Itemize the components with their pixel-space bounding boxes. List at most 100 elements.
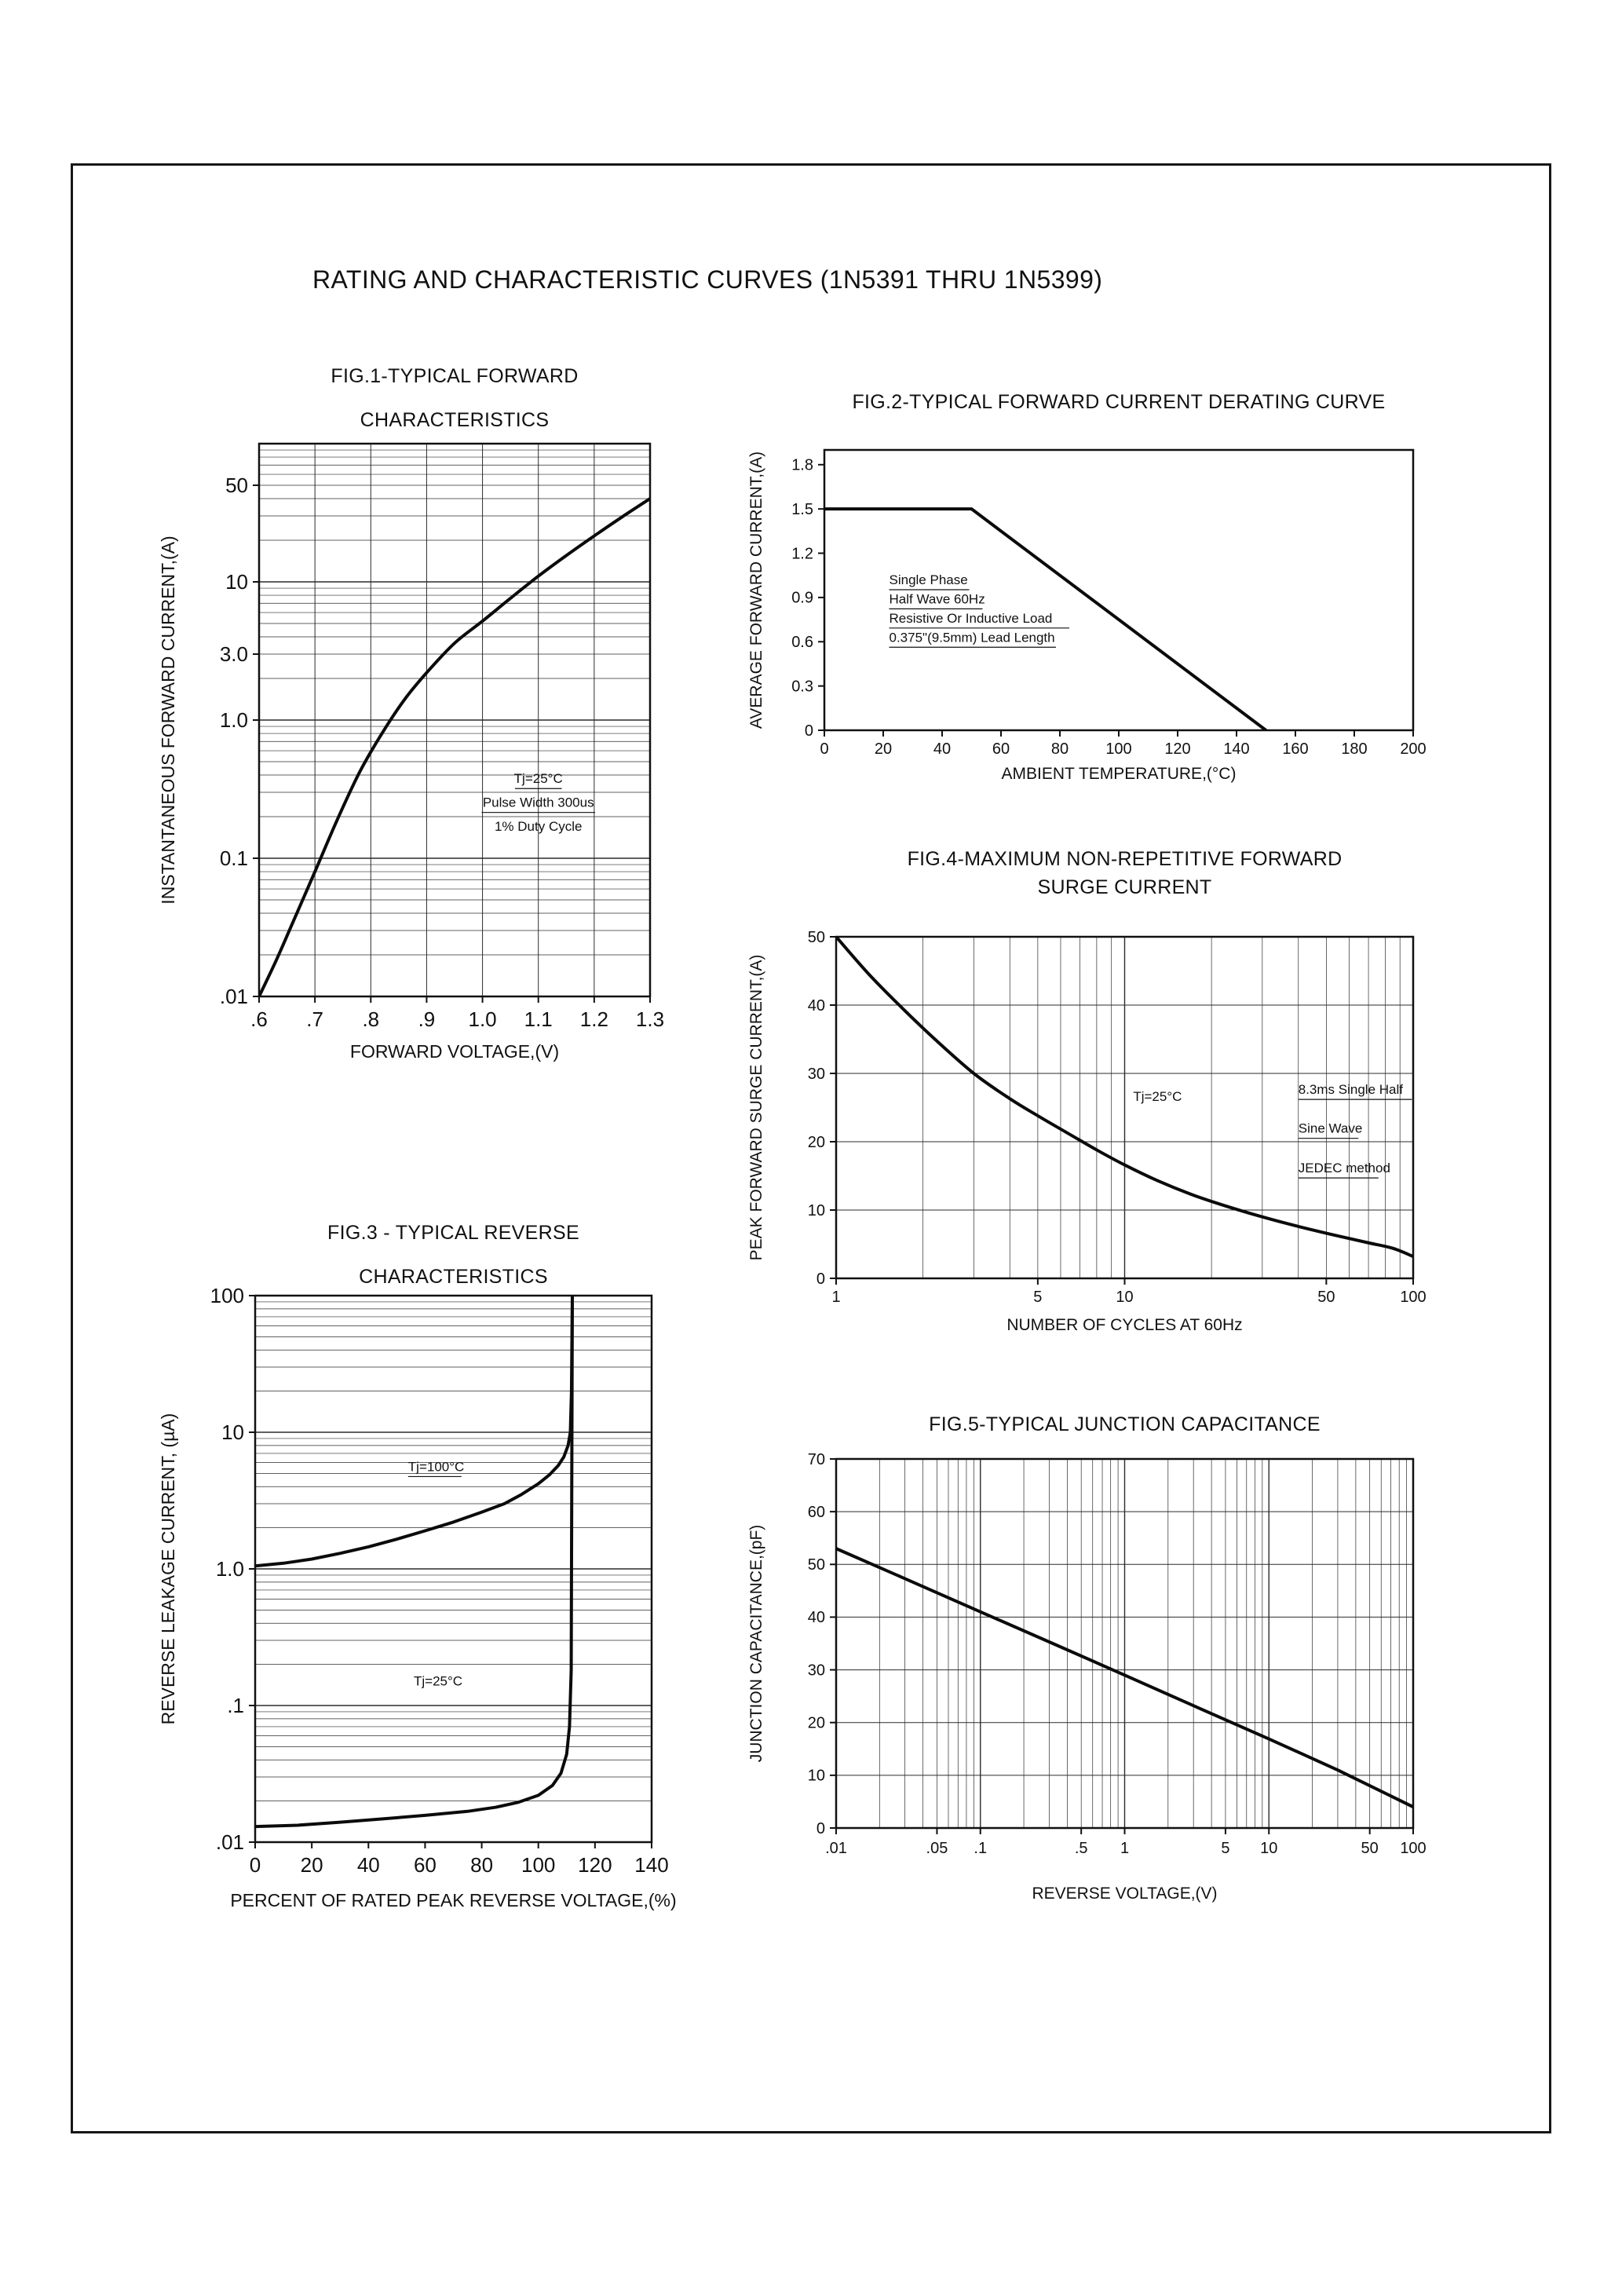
x-tick-label: .7 bbox=[306, 1007, 323, 1031]
x-axis-label: PERCENT OF RATED PEAK REVERSE VOLTAGE,(%… bbox=[230, 1890, 676, 1910]
x-tick-label: 140 bbox=[634, 1853, 668, 1877]
y-tick-label: 0.3 bbox=[791, 678, 813, 695]
x-tick-label: .5 bbox=[1075, 1840, 1088, 1857]
fig3-title-line2: CHARACTERISTICS bbox=[359, 1266, 548, 1288]
fig1-title-line2: CHARACTERISTICS bbox=[360, 409, 550, 431]
x-tick-label: 10 bbox=[1260, 1840, 1277, 1857]
x-tick-label: 80 bbox=[1051, 740, 1069, 758]
fig1-plot-area: .6 .7 .8 .9 1.0 1.1 1.2 1.3 50 10 3.0 1.0 0.1 .01 Tj=2… bbox=[158, 442, 664, 1062]
x-tick-label: 160 bbox=[1282, 740, 1308, 758]
x-axis-label: AMBIENT TEMPERATURE,(°C) bbox=[1002, 765, 1237, 783]
series-reverse-leakage-tj100 bbox=[255, 1296, 574, 1568]
series-junction-capacitance bbox=[836, 1547, 1413, 1809]
x-tick-label: 100 bbox=[521, 1853, 555, 1877]
y-tick-label: 40 bbox=[808, 1609, 825, 1626]
annotation: Tj=25°C bbox=[514, 771, 563, 786]
y-axis-label: PEAK FORWARD SURGE CURRENT,(A) bbox=[747, 955, 765, 1261]
y-tick-label: 3.0 bbox=[220, 642, 248, 666]
grid bbox=[255, 1301, 652, 1801]
fig3-title-line1: FIG.3 - TYPICAL REVERSE bbox=[327, 1222, 579, 1244]
x-tick-label: 0 bbox=[820, 740, 828, 758]
y-axis-label: JUNCTION CAPACITANCE,(pF) bbox=[747, 1525, 765, 1763]
x-axis-label: FORWARD VOLTAGE,(V) bbox=[350, 1041, 559, 1062]
x-tick-label: .9 bbox=[418, 1007, 436, 1031]
y-tick-label: 60 bbox=[808, 1504, 825, 1521]
annotation: 1% Duty Cycle bbox=[495, 819, 582, 834]
x-tick-label: 100 bbox=[1105, 740, 1131, 758]
y-tick-label: 0.1 bbox=[220, 846, 248, 870]
y-tick-label: 30 bbox=[808, 1662, 825, 1679]
x-tick-label: 60 bbox=[414, 1853, 437, 1877]
y-tick-label: 0 bbox=[816, 1270, 825, 1288]
page-border bbox=[71, 163, 1551, 2133]
fig2-title: FIG.2-TYPICAL FORWARD CURRENT DERATING C… bbox=[852, 391, 1386, 413]
y-tick-label: 50 bbox=[225, 473, 248, 497]
series-instantaneous-forward-current bbox=[259, 497, 650, 996]
x-tick-label: 140 bbox=[1223, 740, 1249, 758]
x-tick-label: 180 bbox=[1341, 740, 1367, 758]
x-tick-label: 10 bbox=[1116, 1289, 1133, 1306]
annotation: Sine Wave bbox=[1299, 1121, 1363, 1136]
y-tick-label: 1.2 bbox=[791, 545, 813, 562]
x-tick-label: 40 bbox=[357, 1853, 380, 1877]
annotation: 0.375"(9.5mm) Lead Length bbox=[890, 630, 1055, 645]
y-tick-label: 0 bbox=[816, 1820, 825, 1837]
x-tick-label: 50 bbox=[1317, 1289, 1335, 1306]
x-tick-label: .6 bbox=[250, 1007, 268, 1031]
y-tick-label: 1.5 bbox=[791, 501, 813, 518]
y-tick-label: 1.0 bbox=[220, 708, 248, 732]
y-tick-label: .01 bbox=[216, 1830, 244, 1854]
x-tick-label: .01 bbox=[825, 1840, 847, 1857]
x-tick-label: 120 bbox=[578, 1853, 612, 1877]
y-tick-label: 20 bbox=[808, 1715, 825, 1732]
x-axis-label: REVERSE VOLTAGE,(V) bbox=[1032, 1885, 1217, 1903]
x-tick-label: 5 bbox=[1221, 1840, 1229, 1857]
page-title: RATING AND CHARACTERISTIC CURVES (1N5391… bbox=[312, 265, 1103, 294]
annotation: Tj=100°C bbox=[408, 1459, 465, 1474]
y-tick-label: 20 bbox=[808, 1134, 825, 1151]
annotation: Tj=25°C bbox=[414, 1674, 462, 1689]
fig2-forward-current-derating-curve: FIG.2-TYPICAL FORWARD CURRENT DERATING C… bbox=[738, 375, 1578, 815]
fig4-title-line2: SURGE CURRENT bbox=[1037, 876, 1212, 898]
x-tick-label: 5 bbox=[1033, 1289, 1042, 1306]
y-tick-label: 30 bbox=[808, 1066, 825, 1083]
grid bbox=[836, 1459, 1413, 1828]
y-tick-label: 10 bbox=[225, 570, 248, 594]
y-tick-label: 50 bbox=[808, 1556, 825, 1574]
y-tick-label: 10 bbox=[808, 1202, 825, 1219]
x-tick-label: 1.0 bbox=[468, 1007, 496, 1031]
fig2-plot-area: 0 20 40 60 80 100 120 140 160 180 200 1.8 1.5 1.2 0.9 0… bbox=[747, 448, 1427, 783]
grid bbox=[836, 937, 1413, 1278]
fig3-typical-reverse-characteristics: FIG.3 - TYPICAL REVERSE CHARACTERISTICS … bbox=[126, 1209, 722, 1955]
y-axis-label: REVERSE LEAKAGE CURRENT, (µA) bbox=[158, 1413, 178, 1725]
y-axis-label: INSTANTANEOUS FORWARD CURRENT,(A) bbox=[158, 536, 178, 904]
grid bbox=[259, 444, 650, 996]
annotation: Tj=25°C bbox=[1133, 1089, 1182, 1104]
annotation: Half Wave 60Hz bbox=[890, 591, 985, 606]
fig1-title-line1: FIG.1-TYPICAL FORWARD bbox=[331, 365, 579, 387]
x-tick-label: 20 bbox=[301, 1853, 323, 1877]
x-tick-label: 200 bbox=[1400, 740, 1426, 758]
x-tick-label: 120 bbox=[1164, 740, 1190, 758]
y-tick-label: 0 bbox=[805, 722, 813, 740]
y-tick-label: 40 bbox=[808, 997, 825, 1015]
y-tick-label: 10 bbox=[808, 1768, 825, 1785]
fig5-plot-area: .01.05.1.5 1 5 10 50 100706050403020100REVERS… bbox=[747, 1451, 1427, 1903]
y-tick-label: 50 bbox=[808, 929, 825, 946]
x-tick-label: 1.1 bbox=[524, 1007, 553, 1031]
x-tick-label: 50 bbox=[1361, 1840, 1379, 1857]
fig3-plot-area: 0 20 40 60 80 100 120 140 100 10 1.0 .1 .01 Tj=100°C T… bbox=[158, 1284, 677, 1910]
y-tick-label: 0.9 bbox=[791, 590, 813, 607]
annotation: Pulse Width 300us bbox=[483, 795, 594, 810]
x-tick-label: 40 bbox=[933, 740, 951, 758]
x-tick-label: 100 bbox=[1400, 1289, 1426, 1306]
x-tick-label: 20 bbox=[875, 740, 892, 758]
x-tick-label: .1 bbox=[974, 1840, 987, 1857]
series-derating-curve bbox=[824, 507, 1268, 730]
fig4-title-line1: FIG.4-MAXIMUM NON-REPETITIVE FORWARD bbox=[907, 848, 1343, 870]
annotation: Single Phase bbox=[890, 572, 968, 587]
annotation: JEDEC method bbox=[1299, 1161, 1390, 1175]
x-tick-label: 60 bbox=[992, 740, 1010, 758]
